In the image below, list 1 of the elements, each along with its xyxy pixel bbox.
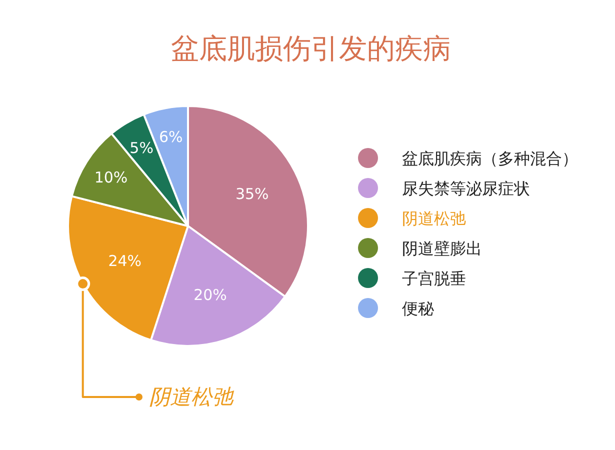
- title: 盆底肌损伤引发的疾病: [171, 32, 451, 65]
